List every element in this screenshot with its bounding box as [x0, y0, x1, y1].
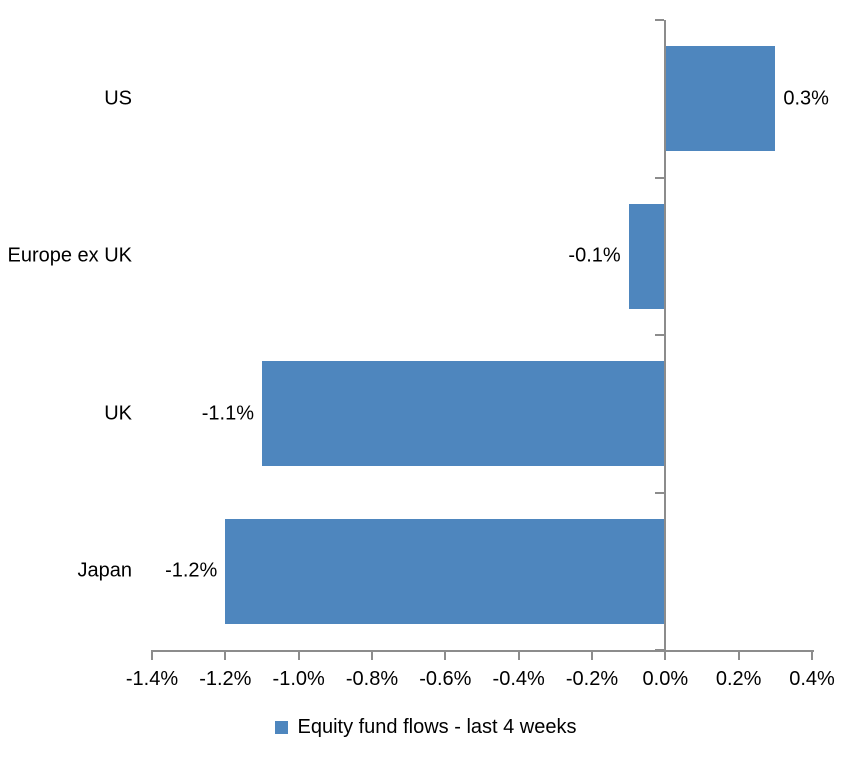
x-tick-label: -0.4%: [492, 668, 545, 690]
x-tick-label: -0.6%: [419, 668, 472, 690]
x-tick-label: 0.0%: [642, 668, 689, 690]
x-axis-tick: [664, 650, 667, 660]
x-tick-label: -1.0%: [272, 668, 325, 690]
x-tick-label: -0.2%: [565, 668, 619, 690]
x-axis-tick: [517, 650, 520, 660]
y-axis-tick: [655, 19, 665, 21]
legend: Equity fund flows - last 4 weeks: [0, 716, 852, 739]
x-axis-tick: [371, 650, 373, 660]
category-label-uk: UK: [104, 402, 132, 425]
x-tick-label: -1.2%: [199, 668, 252, 690]
x-axis-tick: [737, 650, 740, 660]
x-axis-tick: [151, 650, 153, 660]
value-label-uk: -1.1%: [201, 402, 254, 425]
legend-swatch-icon: [275, 721, 289, 734]
bar-japan: [225, 518, 666, 624]
y-axis-tick: [655, 334, 665, 336]
x-tick-label: -1.4%: [125, 668, 179, 690]
legend-label: Equity fund flows - last 4 weeks: [297, 716, 577, 738]
x-tick-label: 0.4%: [789, 668, 835, 690]
y-axis-tick: [655, 491, 665, 494]
value-label-europe-ex-uk: -0.1%: [568, 244, 621, 267]
x-axis-tick: [444, 650, 447, 660]
value-label-us: 0.3%: [783, 87, 829, 110]
category-label-japan: Japan: [77, 559, 133, 582]
value-label-japan: -1.2%: [165, 559, 218, 582]
bar-europe-ex-uk: [628, 203, 666, 309]
x-tick-label: -0.8%: [345, 668, 399, 690]
x-axis-tick: [224, 650, 227, 660]
y-axis-line: [664, 20, 667, 650]
category-label-us: US: [104, 87, 132, 110]
x-axis-tick: [811, 650, 813, 660]
x-axis-line: [152, 650, 814, 652]
x-axis-tick: [591, 650, 593, 660]
bar-uk: [262, 361, 666, 467]
category-label-europe-ex-uk: Europe ex UK: [7, 244, 132, 267]
x-axis-tick: [297, 650, 300, 660]
bar-us: [665, 46, 776, 152]
y-axis-tick: [655, 176, 665, 179]
x-tick-label: 0.2%: [715, 668, 762, 690]
